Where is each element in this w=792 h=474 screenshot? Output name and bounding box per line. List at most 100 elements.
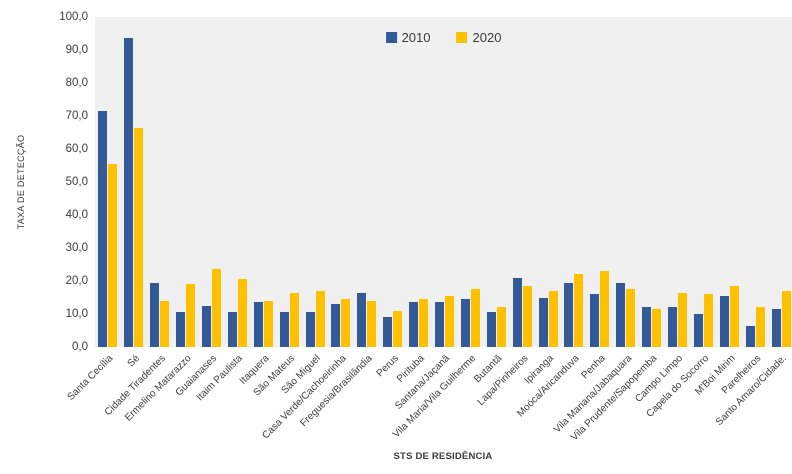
bar-2010 [383,317,393,347]
bar-group [328,17,354,347]
bar-2020 [496,307,506,347]
y-tick-label: 30,0 [65,242,88,254]
bar-2010 [150,282,160,347]
bar-2010 [331,304,341,347]
bar-group [173,17,199,347]
bar-2020 [134,127,144,347]
bar-2010 [538,297,548,347]
y-tick-label: 100,0 [59,11,88,23]
legend-label: 2020 [472,30,502,45]
bar-2010 [460,299,470,347]
bar-2010 [124,38,134,347]
bar-group [509,17,535,347]
bar-2020 [315,290,325,347]
y-tick-label: 0,0 [72,341,88,353]
bar-2020 [367,300,377,347]
bar-2010 [616,282,626,347]
bar-group [224,17,250,347]
bar-group [716,17,742,347]
bar-2010 [693,314,703,347]
bar-2010 [409,302,419,347]
bar-group [250,17,276,347]
x-tick-label: Santa Cecília [65,353,116,403]
bar-2020 [522,285,532,347]
bar-2020 [186,284,196,347]
bar-2010 [771,309,781,347]
bar-2020 [237,279,247,347]
bar-2020 [678,292,688,347]
plot-area: 2010 2020 [95,17,792,347]
bar-group [199,17,225,347]
legend-item-2020: 2020 [456,30,502,45]
bars-container [95,17,792,347]
y-tick-label: 40,0 [65,209,88,221]
bar-2020 [652,309,662,347]
bar-2020 [600,271,610,347]
bar-2020 [445,295,455,347]
legend-swatch-2010 [385,32,397,43]
bar-2010 [253,302,263,347]
bar-2020 [212,269,221,347]
bar-2010 [357,292,367,347]
y-axis-title: TAXA DE DETECÇÃO [16,134,26,230]
y-tick-label: 20,0 [65,275,88,287]
bar-2020 [626,289,636,347]
y-tick-label: 90,0 [65,44,88,56]
legend: 2010 2020 [385,30,502,45]
bar-2010 [279,312,289,347]
bar-group [302,17,328,347]
bar-group [587,17,613,347]
bar-group [613,17,639,347]
bar-group [121,17,147,347]
bar-2020 [393,310,403,347]
x-axis-title: STS DE RESIDÊNCIA [393,451,493,462]
bar-2010 [305,312,315,347]
bar-2020 [729,285,739,347]
bar-2020 [341,299,351,347]
bar-group [665,17,691,347]
bar-2010 [745,325,755,347]
legend-swatch-2020 [456,32,468,43]
bar-group [95,17,121,347]
bar-group [690,17,716,347]
y-tick-label: 10,0 [65,308,88,320]
bar-2010 [642,307,652,347]
bar-2010 [564,282,574,347]
y-tick-label: 50,0 [65,176,88,188]
bar-group [768,17,792,347]
bar-group [354,17,380,347]
bar-group [406,17,432,347]
bar-2010 [668,307,678,347]
bar-group [742,17,768,347]
bar-2020 [470,289,480,347]
bar-group [639,17,665,347]
bar-2010 [202,305,211,347]
bar-2010 [486,312,496,347]
bar-2010 [435,302,445,347]
bar-2020 [419,299,429,347]
bar-2020 [108,163,118,347]
bar-2020 [263,300,273,347]
legend-item-2010: 2010 [385,30,431,45]
bar-group [380,17,406,347]
bar-2020 [548,290,558,347]
legend-label: 2010 [401,30,431,45]
bar-2020 [160,300,170,347]
bar-group [457,17,483,347]
bar-2010 [590,294,600,347]
bar-2010 [512,277,522,347]
y-tick-label: 70,0 [65,110,88,122]
bar-group [535,17,561,347]
bar-2010 [176,312,186,347]
bar-2020 [703,294,713,347]
bar-2010 [227,312,237,347]
bar-group [561,17,587,347]
y-tick-label: 80,0 [65,77,88,89]
x-tick-label: Sé [125,353,142,370]
bar-group [432,17,458,347]
bar-2020 [289,292,299,347]
bar-group [147,17,173,347]
bar-2020 [781,290,791,347]
y-tick-label: 60,0 [65,143,88,155]
